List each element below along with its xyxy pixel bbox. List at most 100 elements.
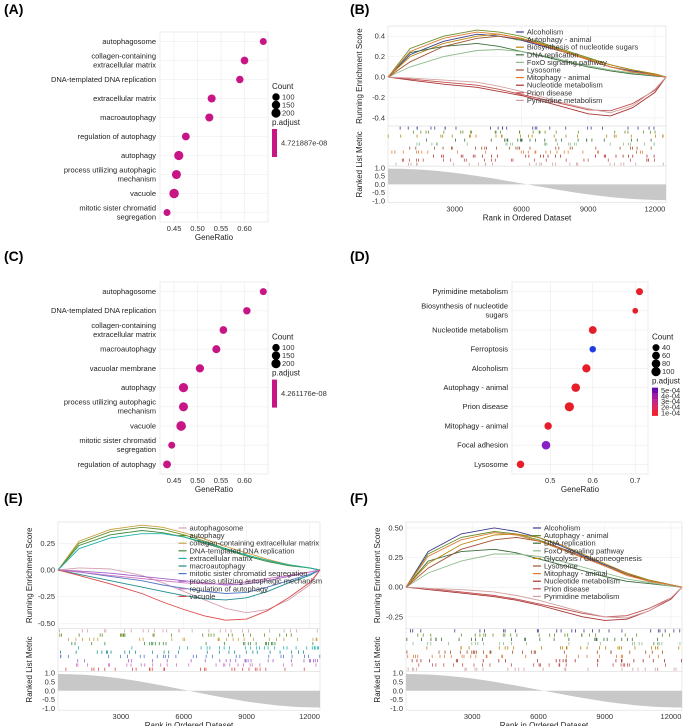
x-axis-label: GeneRatio [561, 485, 600, 494]
count-legend-title: Count [272, 82, 294, 91]
count-legend-dot [651, 359, 661, 368]
count-legend-label: 150 [282, 101, 295, 110]
legend-label: Autophagy - animal [544, 531, 609, 540]
gsea-plot-5: (F) -0.25 0.00 0.25 0.50 Running Enrichment S… [350, 490, 683, 726]
dot [181, 132, 190, 141]
metric-tick-label: -1.0 [372, 196, 385, 205]
padj-colorbar [272, 379, 277, 408]
category-label: Prion disease [463, 402, 508, 411]
x-tick-label: 9000 [238, 712, 255, 721]
metric-tick-label: 1.0 [393, 669, 403, 678]
legend-label: Alcoholism [527, 28, 563, 37]
category-label: Lysosome [474, 460, 508, 469]
category-label: mitotic sister chromatid segregation [79, 436, 156, 454]
y-axis-label-top: Running Enrichment Score [355, 28, 364, 124]
category-label: DNA-templated DNA replication [51, 306, 156, 315]
category-label: vacuole [130, 421, 156, 430]
count-legend-dot [652, 344, 660, 352]
count-legend-label: 150 [282, 351, 295, 360]
ranked-metric-fill [406, 674, 682, 708]
ranked-metric-fill [388, 168, 666, 201]
metric-tick-label: 0.0 [375, 180, 385, 189]
category-label: autophagy [121, 383, 156, 392]
legend-label: FoxO signaling pathway [544, 546, 624, 555]
dot [541, 440, 551, 450]
legend-label: DNA-templated DNA replication [190, 546, 295, 555]
dot [178, 383, 189, 393]
padj-legend-label: 4.721887e-08 [281, 139, 327, 148]
category-label: extracellular matrix [93, 94, 156, 103]
enrichment-line [387, 33, 667, 78]
category-label: autophagosome [102, 287, 156, 296]
legend-label: macroautophagy [190, 562, 246, 571]
dot [195, 364, 205, 373]
category-label: Autophagy - animal [443, 383, 508, 392]
category-label: regulation of autophagy [78, 460, 157, 469]
metric-tick-label: 0.0 [45, 686, 55, 695]
padj-legend-label: 4e-04 [661, 392, 680, 401]
metric-tick-label: -1.0 [390, 704, 403, 713]
y-axis-label-bottom: Ranked List Metric [355, 131, 364, 197]
legend-label: Nucleotide metabolism [544, 577, 620, 586]
dot [243, 307, 251, 315]
x-tick-label: 6000 [175, 712, 192, 721]
x-tick-label: 3000 [464, 712, 481, 721]
y-tick-label: -0.4 [372, 113, 385, 122]
x-tick-label: 0.45 [167, 224, 182, 233]
y-tick-label: 0.50 [388, 523, 403, 532]
legend-label: process utilizing autophagic mechanism [190, 577, 323, 586]
x-tick-label: 0.50 [190, 224, 205, 233]
gsea-plot-4: (E) -0.50 -0.25 0.00 0.25 Running Enrichment … [4, 490, 322, 726]
padj-colorbar-segment [652, 410, 658, 416]
dot [636, 288, 643, 296]
enrichment-line [387, 31, 667, 78]
enrichment-line [57, 569, 321, 585]
dot [236, 75, 244, 84]
x-tick-label: 0.5 [545, 476, 555, 485]
enrichment-line [57, 569, 321, 601]
legend-label: DNA replication [527, 50, 579, 59]
x-tick-label: 0.6 [588, 476, 598, 485]
dot [163, 460, 171, 469]
legend-label: regulation of autophagy [190, 584, 269, 593]
padj-legend-title: p.adjust [272, 369, 301, 378]
legend-label: Biosynthesis of nucleotide sugars [527, 43, 639, 52]
dot [205, 113, 214, 122]
hit-area [387, 125, 667, 167]
y-tick-label: 0.25 [40, 539, 55, 548]
metric-tick-label: 1.0 [45, 669, 55, 678]
category-label: macroautophagy [100, 345, 156, 354]
count-legend-label: 200 [282, 359, 295, 368]
count-legend-label: 60 [662, 351, 670, 360]
y-tick-label: 0.00 [40, 566, 55, 575]
y-tick-label: -0.50 [38, 619, 55, 628]
y-axis-label-bottom: Ranked List Metric [373, 636, 382, 702]
x-tick-label: 9000 [580, 205, 597, 214]
x-axis-label: Rank in Ordered Dataset [145, 721, 234, 726]
enrichment-line [405, 533, 683, 588]
category-label: DNA-templated DNA replication [51, 75, 156, 84]
dot [571, 383, 581, 392]
dot [632, 307, 639, 314]
count-legend-dot [272, 93, 280, 101]
dot [174, 150, 184, 161]
enrichment-line [57, 567, 321, 614]
padj-colorbar-segment [652, 393, 658, 400]
x-axis-label: Rank in Ordered Dataset [483, 214, 572, 223]
legend-label: mitotic sister chromatid segregation [190, 569, 308, 578]
enrichment-line [387, 49, 667, 78]
plot-area [159, 31, 269, 223]
y-tick-label: -0.2 [372, 93, 385, 102]
panel-label: (D) [350, 248, 369, 264]
enrichment-line [57, 530, 321, 571]
padj-legend-title: p.adjust [272, 118, 301, 127]
count-legend-dot [271, 351, 281, 360]
count-legend-dot [271, 359, 281, 369]
enrichment-line [405, 586, 683, 619]
panel-label: (B) [350, 1, 369, 17]
y-axis-label-top: Running Enrichment Score [373, 527, 382, 623]
category-label: autophagy [121, 151, 156, 160]
legend-label: Glycolysis / Gluconeogenesis [544, 554, 642, 563]
